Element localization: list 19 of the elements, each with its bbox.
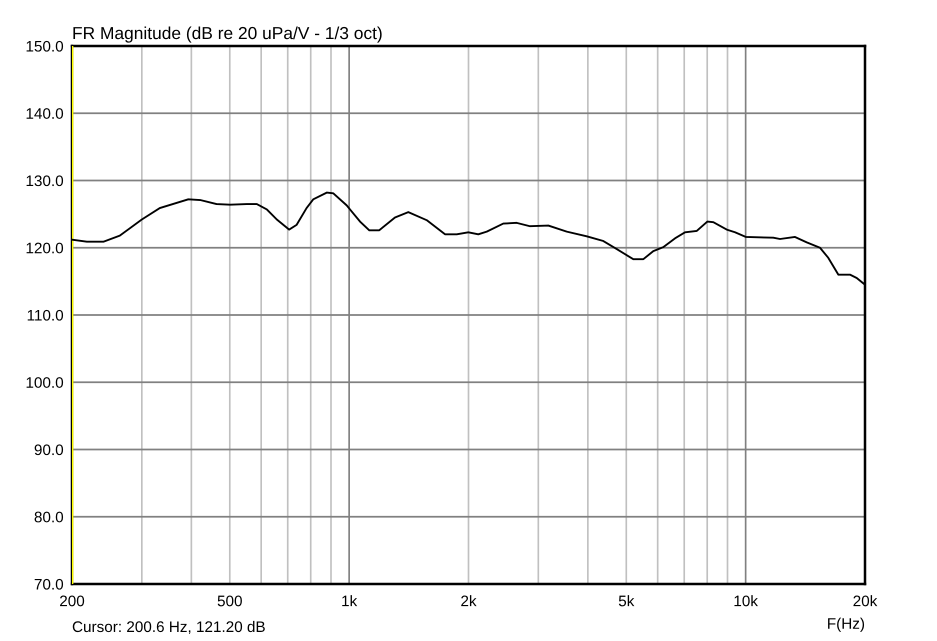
x-tick-label: 2k	[461, 595, 477, 606]
x-tick-label: 10k	[734, 595, 758, 606]
y-tick-label: 70.0	[34, 578, 64, 590]
x-tick-label: 20k	[853, 595, 878, 606]
y-tick-label: 130.0	[26, 175, 64, 186]
x-tick-label: 500	[218, 596, 242, 606]
y-tick-label: 110.0	[28, 310, 64, 321]
y-tick-label: 90.0	[34, 444, 64, 456]
x-tick-label: 5k	[618, 595, 634, 606]
x-tick-label: 1k	[342, 595, 358, 606]
y-tick-label: 100.0	[26, 377, 64, 388]
text: Cursor: 200.6 Hz, 121.20 dB	[72, 620, 265, 634]
chart-title: FR Magnitude (dB re 20 uPa/V - 1/3 oct)	[73, 26, 382, 43]
y-tick-label: 120.0	[26, 242, 64, 254]
y-tick-label: 140.0	[26, 108, 64, 119]
y-tick-label: 150.0	[26, 40, 64, 52]
y-tick-label: 80.0	[34, 512, 64, 522]
x-tick-label: 200	[60, 596, 84, 606]
x-axis-title: F(Hz)	[828, 618, 864, 632]
